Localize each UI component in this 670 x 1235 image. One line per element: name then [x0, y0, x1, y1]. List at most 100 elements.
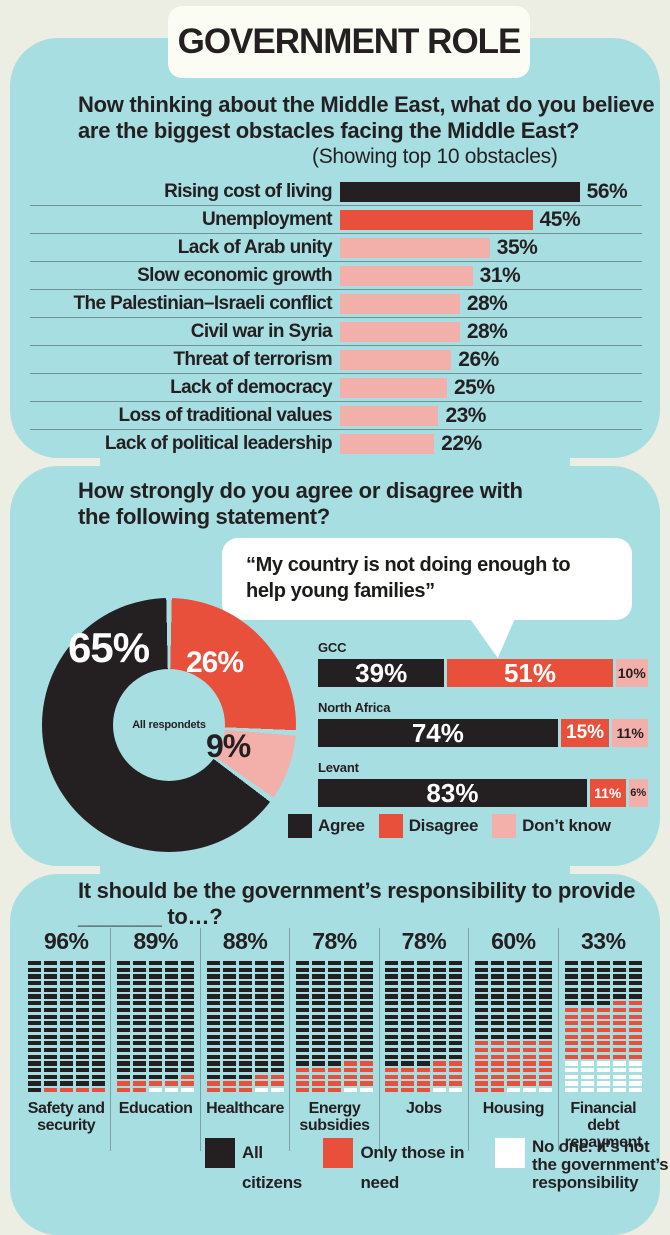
waffle-dash	[91, 1034, 105, 1039]
waffle-dash	[181, 1027, 195, 1033]
waffle-dash	[385, 1014, 399, 1019]
waffle-dash	[222, 961, 236, 966]
waffle-dash	[295, 1041, 309, 1046]
waffle-dash	[580, 967, 594, 972]
waffle-dash	[295, 961, 309, 966]
waffle-row	[385, 967, 463, 972]
panel-bridge-2	[100, 862, 570, 878]
waffle-row	[385, 1001, 463, 1006]
waffle-dash	[222, 1001, 236, 1006]
waffle-dash	[75, 1034, 89, 1039]
waffle-dash	[222, 1074, 236, 1079]
waffle-dash	[206, 1034, 220, 1039]
waffle-row	[117, 981, 195, 986]
waffle-row	[27, 1088, 105, 1093]
waffle-dash	[43, 1068, 57, 1073]
responsibility-legend: All citizens Only those in need No one. …	[205, 1138, 670, 1198]
obstacle-bar	[340, 265, 473, 286]
waffle-dash	[27, 961, 41, 966]
waffle-dash	[401, 974, 415, 979]
waffle-dash	[401, 1061, 415, 1066]
obstacles-note: (Showing top 10 obstacles)	[312, 145, 558, 168]
waffle-dash	[474, 1041, 488, 1046]
waffle-dash	[165, 981, 179, 986]
waffle-dash	[612, 1074, 626, 1079]
waffle-dash	[206, 961, 220, 966]
waffle-dash	[417, 1041, 431, 1046]
waffle-dash	[327, 1014, 341, 1019]
waffle-row	[474, 1088, 552, 1093]
waffle-dash	[206, 1047, 220, 1053]
obstacle-value: 26%	[458, 347, 499, 371]
waffle-dash	[359, 974, 373, 979]
waffle-dash	[75, 1041, 89, 1046]
waffle-row	[564, 1014, 642, 1019]
waffle-row	[564, 1047, 642, 1053]
obstacle-row: Lack of Arab unity 35%	[30, 233, 642, 261]
waffle-dash	[238, 1021, 252, 1026]
waffle-dash	[490, 967, 504, 972]
waffle-dash	[133, 987, 147, 992]
obstacles-question: Now thinking about the Middle East, what…	[78, 92, 655, 143]
waffle-dash	[474, 961, 488, 966]
waffle-dash	[401, 1007, 415, 1012]
waffle-row	[117, 994, 195, 999]
waffle-dash	[522, 1061, 536, 1066]
waffle-dash	[75, 961, 89, 966]
obstacle-bar-area: 28%	[332, 318, 642, 345]
waffle-dash	[596, 1061, 610, 1066]
waffle-dash	[359, 1001, 373, 1006]
obstacle-label: Rising cost of living	[164, 180, 333, 202]
waffle-row	[27, 1061, 105, 1066]
waffle-dash	[270, 987, 284, 992]
waffle-dash	[474, 981, 488, 986]
waffle-dash	[490, 1034, 504, 1039]
waffle-row	[474, 967, 552, 972]
waffle-dash	[91, 1081, 105, 1086]
segment-dontknow: 11%	[612, 719, 648, 747]
waffle-row	[564, 1021, 642, 1026]
waffle-dash	[490, 987, 504, 992]
waffle-dash	[580, 1001, 594, 1006]
waffle-dash	[311, 1061, 325, 1066]
waffle-row	[295, 1007, 373, 1012]
waffle-dash	[385, 1041, 399, 1046]
waffle-row	[295, 981, 373, 986]
waffle-dash	[181, 1047, 195, 1053]
obstacle-row: Slow economic growth 31%	[30, 261, 642, 289]
waffle-dash	[75, 1027, 89, 1033]
waffle-row	[206, 994, 284, 999]
waffle-dash	[27, 994, 41, 999]
waffle-dash	[117, 1074, 131, 1079]
waffle-dash	[343, 1041, 357, 1046]
agree-legend: Agree Disagree Don’t know	[288, 814, 611, 838]
waffle	[474, 961, 552, 1093]
waffle-dash	[165, 1054, 179, 1059]
waffle-row	[27, 967, 105, 972]
waffle-dash	[580, 974, 594, 979]
waffle-dash	[59, 1074, 73, 1079]
waffle-dash	[149, 1061, 163, 1066]
waffle-dash	[612, 1001, 626, 1006]
waffle-dash	[311, 1034, 325, 1039]
waffle-dash	[75, 1047, 89, 1053]
waffle-row	[474, 994, 552, 999]
waffle-dash	[149, 1027, 163, 1033]
waffle-dash	[149, 1047, 163, 1053]
waffle-dash	[490, 1007, 504, 1012]
waffle-dash	[181, 1061, 195, 1066]
waffle-row	[564, 1027, 642, 1033]
donut-hole: All respondets	[113, 669, 225, 781]
waffle-dash	[165, 1088, 179, 1093]
waffle-dash	[149, 1034, 163, 1039]
waffle-dash	[27, 1074, 41, 1079]
waffle-dash	[117, 1061, 131, 1066]
waffle-dash	[222, 1081, 236, 1086]
waffle-dash	[506, 1081, 520, 1086]
waffle-row	[295, 987, 373, 992]
waffle-dash	[612, 1014, 626, 1019]
waffle-row	[474, 1027, 552, 1033]
waffle-dash	[596, 981, 610, 986]
waffle-dash	[522, 1054, 536, 1059]
waffle-dash	[628, 1034, 642, 1039]
